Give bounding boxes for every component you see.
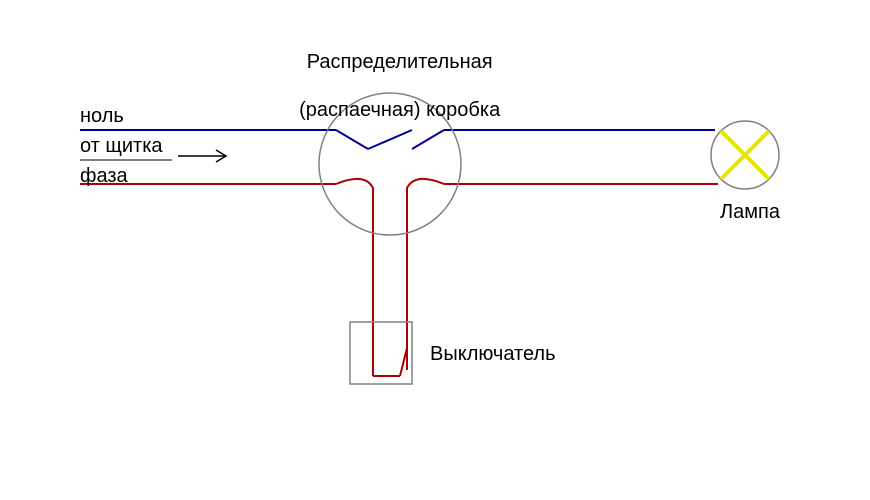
from-panel-label: от щитка — [80, 134, 163, 158]
switch-blade — [400, 348, 407, 376]
neutral-splice-left — [336, 130, 368, 149]
switch-label: Выключатель — [430, 342, 556, 366]
junction-box-label-line1: Распределительная — [307, 51, 493, 73]
junction-box-label: Распределительная (распаечная) коробка — [288, 26, 500, 122]
lamp-label: Лампа — [720, 200, 780, 224]
neutral-label: ноль — [80, 104, 124, 128]
switch-outline — [350, 322, 412, 384]
junction-box-label-line2: (распаечная) коробка — [299, 99, 500, 121]
neutral-splice-right — [412, 130, 444, 149]
phase-label: фаза — [80, 164, 128, 188]
phase-to-switch-down — [336, 179, 373, 340]
